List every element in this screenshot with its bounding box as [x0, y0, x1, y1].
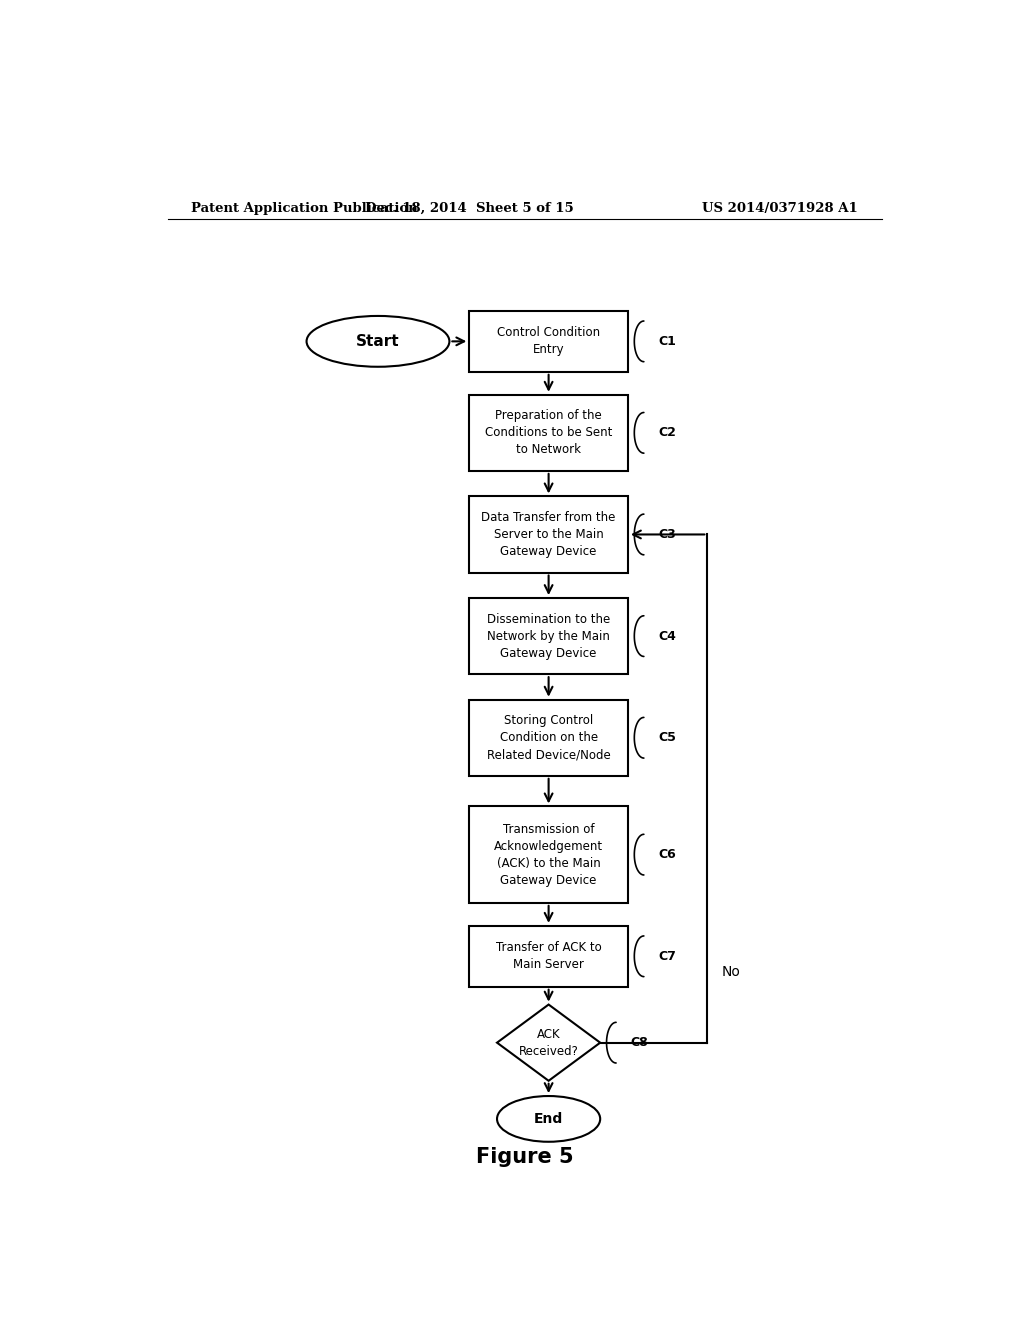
FancyBboxPatch shape: [469, 925, 628, 987]
Text: Patent Application Publication: Patent Application Publication: [191, 202, 418, 215]
FancyBboxPatch shape: [469, 700, 628, 776]
Text: C1: C1: [658, 335, 676, 348]
Text: Transmission of
Acknowledgement
(ACK) to the Main
Gateway Device: Transmission of Acknowledgement (ACK) to…: [494, 822, 603, 887]
Text: Start: Start: [356, 334, 399, 348]
FancyBboxPatch shape: [469, 395, 628, 471]
Text: Preparation of the
Conditions to be Sent
to Network: Preparation of the Conditions to be Sent…: [485, 409, 612, 457]
FancyBboxPatch shape: [469, 807, 628, 903]
Text: Figure 5: Figure 5: [476, 1147, 573, 1167]
Text: C8: C8: [631, 1036, 648, 1049]
Text: Dissemination to the
Network by the Main
Gateway Device: Dissemination to the Network by the Main…: [487, 612, 610, 660]
Ellipse shape: [497, 1096, 600, 1142]
FancyBboxPatch shape: [469, 496, 628, 573]
Text: C4: C4: [658, 630, 676, 643]
Text: ACK
Received?: ACK Received?: [519, 1028, 579, 1057]
FancyBboxPatch shape: [469, 598, 628, 675]
Text: No: No: [722, 965, 740, 978]
Text: US 2014/0371928 A1: US 2014/0371928 A1: [702, 202, 858, 215]
Text: C7: C7: [658, 950, 676, 962]
Text: Dec. 18, 2014  Sheet 5 of 15: Dec. 18, 2014 Sheet 5 of 15: [365, 202, 573, 215]
FancyBboxPatch shape: [469, 312, 628, 372]
Text: C2: C2: [658, 426, 676, 440]
Text: Storing Control
Condition on the
Related Device/Node: Storing Control Condition on the Related…: [486, 714, 610, 762]
Text: Control Condition
Entry: Control Condition Entry: [497, 326, 600, 356]
Text: Transfer of ACK to
Main Server: Transfer of ACK to Main Server: [496, 941, 601, 972]
Ellipse shape: [306, 315, 450, 367]
Text: C6: C6: [658, 849, 676, 861]
Text: C3: C3: [658, 528, 676, 541]
Text: C5: C5: [658, 731, 676, 744]
Text: Data Transfer from the
Server to the Main
Gateway Device: Data Transfer from the Server to the Mai…: [481, 511, 615, 558]
Text: End: End: [534, 1111, 563, 1126]
Polygon shape: [497, 1005, 600, 1081]
